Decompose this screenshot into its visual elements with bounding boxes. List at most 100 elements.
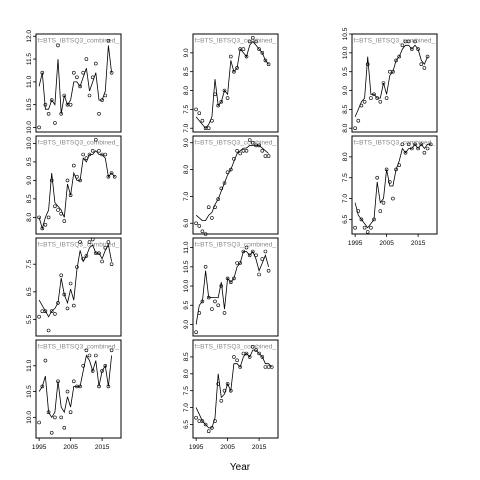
data-point bbox=[75, 265, 79, 269]
data-point bbox=[203, 264, 208, 269]
data-point bbox=[97, 149, 101, 153]
panel-frame bbox=[192, 135, 279, 235]
data-point bbox=[46, 112, 51, 116]
y-tick-label: 9.5 bbox=[26, 157, 33, 166]
data-point bbox=[416, 47, 420, 51]
data-point bbox=[247, 138, 252, 142]
data-point bbox=[200, 419, 205, 423]
data-point bbox=[68, 410, 73, 415]
y-tick-label: 9.0 bbox=[183, 48, 190, 57]
data-point bbox=[251, 35, 255, 40]
data-point bbox=[229, 167, 233, 172]
data-point bbox=[210, 307, 214, 311]
data-point bbox=[59, 415, 64, 420]
data-point bbox=[56, 208, 60, 212]
data-point bbox=[53, 312, 57, 316]
data-point bbox=[59, 273, 64, 278]
panel-frame bbox=[351, 33, 438, 133]
data-point bbox=[213, 205, 217, 209]
x-tick-label: 1995 bbox=[348, 240, 363, 247]
data-point bbox=[394, 58, 398, 63]
y-tick-label: 7.5 bbox=[342, 173, 349, 182]
data-point bbox=[419, 142, 424, 147]
data-point bbox=[397, 54, 402, 59]
data-point bbox=[241, 249, 246, 254]
data-point bbox=[225, 96, 230, 100]
data-point bbox=[103, 363, 108, 368]
y-tick-label: 7.5 bbox=[26, 259, 33, 268]
y-tick-label: 5.5 bbox=[26, 315, 33, 324]
data-point bbox=[81, 256, 85, 261]
data-point bbox=[40, 70, 45, 75]
y-tick-label: 6.5 bbox=[183, 420, 190, 429]
panel-label: f=BTS_IBTSQ3_combined_ bbox=[354, 38, 436, 45]
data-point bbox=[97, 112, 101, 116]
fit-line bbox=[38, 243, 112, 318]
y-tick-label: 8.5 bbox=[183, 352, 190, 361]
data-point bbox=[251, 140, 255, 145]
data-point bbox=[109, 171, 114, 175]
data-point bbox=[391, 69, 395, 74]
data-point bbox=[400, 142, 405, 147]
data-point bbox=[419, 62, 424, 66]
data-point bbox=[422, 66, 427, 70]
data-point bbox=[235, 149, 239, 153]
data-point bbox=[213, 299, 217, 304]
y-tick-label: 10.5 bbox=[183, 260, 190, 273]
data-point bbox=[106, 38, 111, 43]
y-tick-label: 10.0 bbox=[183, 279, 190, 292]
data-point bbox=[203, 232, 208, 236]
data-point bbox=[244, 54, 249, 59]
data-point bbox=[260, 257, 265, 261]
data-point bbox=[78, 178, 82, 183]
data-point bbox=[219, 100, 224, 104]
panel-label: f=BTS_IBTSQ3_combined_ bbox=[38, 344, 120, 351]
y-tick-label: 11.0 bbox=[26, 359, 33, 372]
data-point bbox=[378, 209, 383, 213]
data-point bbox=[409, 146, 414, 151]
data-point bbox=[109, 70, 114, 75]
data-point bbox=[257, 272, 261, 277]
panel-3: f=BTS_IBTSQ3_combined_ 5.5 6.5 7.5 bbox=[26, 237, 122, 337]
data-point bbox=[106, 240, 111, 244]
data-point bbox=[381, 200, 386, 205]
y-tick-label: 10.5 bbox=[26, 98, 33, 111]
data-point bbox=[428, 142, 433, 147]
data-point bbox=[413, 39, 417, 44]
data-point bbox=[400, 43, 405, 48]
data-point bbox=[365, 62, 370, 66]
x-tick-label: 2015 bbox=[252, 444, 267, 451]
data-point bbox=[94, 353, 98, 358]
panel-frame bbox=[192, 339, 279, 439]
data-point bbox=[210, 216, 214, 220]
data-point bbox=[425, 146, 430, 151]
data-point bbox=[197, 311, 202, 315]
fit-line bbox=[195, 349, 272, 429]
data-point bbox=[40, 309, 45, 314]
y-tick-label: 8.0 bbox=[342, 152, 349, 161]
fit-line bbox=[38, 45, 112, 114]
fit-line bbox=[195, 250, 269, 325]
data-point bbox=[78, 84, 82, 89]
data-point bbox=[56, 301, 60, 305]
data-point bbox=[238, 261, 242, 265]
data-point bbox=[362, 225, 367, 230]
data-point bbox=[94, 61, 98, 66]
fit-line bbox=[354, 44, 428, 118]
panel-frame bbox=[192, 237, 279, 337]
data-point bbox=[56, 43, 60, 48]
data-point bbox=[244, 245, 249, 250]
data-point bbox=[59, 112, 64, 116]
data-point bbox=[257, 351, 261, 356]
data-point bbox=[100, 259, 104, 264]
data-point bbox=[222, 311, 227, 315]
data-point bbox=[244, 351, 249, 356]
panel-label: f=BTS_IBTSQ3_combined_ bbox=[195, 242, 277, 249]
data-point bbox=[68, 193, 73, 197]
panel-10: f=BTS_IBTSQ3_combined_ 6.5 7.0 7.5 8.0 1995 20… bbox=[342, 135, 438, 247]
data-point bbox=[387, 69, 392, 74]
data-point bbox=[53, 121, 57, 125]
panel-label: f=BTS_IBTSQ3_combined_ bbox=[38, 140, 120, 147]
data-point bbox=[103, 152, 108, 157]
data-point bbox=[46, 328, 51, 333]
